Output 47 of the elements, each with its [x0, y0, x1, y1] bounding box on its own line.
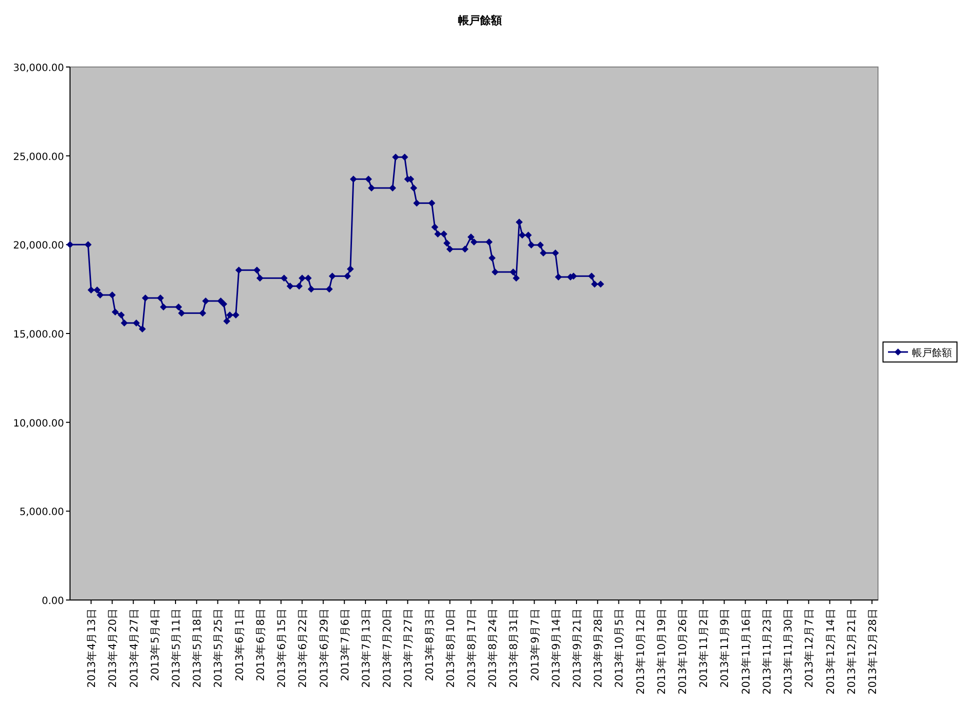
x-tick-label: 2013年9月14日 [550, 608, 562, 688]
x-tick-label: 2013年7月20日 [382, 608, 394, 688]
x-tick-label: 2013年10月12日 [634, 608, 647, 694]
y-tick-label: 0.00 [42, 596, 64, 607]
x-tick-label: 2013年6月29日 [318, 608, 330, 688]
x-tick-label: 2013年8月3日 [424, 608, 436, 682]
x-tick-label: 2013年8月10日 [444, 608, 457, 688]
chart-title: 帳戸餘額 [458, 14, 502, 27]
x-tick-label: 2013年7月27日 [402, 608, 415, 688]
x-tick-label: 2013年5月18日 [192, 608, 204, 688]
x-tick-label: 2013年12月7日 [804, 608, 816, 688]
x-tick-label: 2013年8月24日 [487, 608, 500, 688]
x-tick-label: 2013年4月20日 [107, 608, 120, 688]
x-tick-label: 2013年6月22日 [297, 608, 310, 688]
y-tick-label: 10,000.00 [13, 418, 64, 430]
x-tick-label: 2013年4月27日 [128, 608, 140, 688]
x-tick-label: 2013年9月21日 [572, 608, 584, 688]
y-tick-label: 30,000.00 [13, 63, 64, 74]
x-tick-label: 2013年9月28日 [592, 608, 605, 688]
x-tick-label: 2013年5月4日 [149, 608, 162, 682]
x-tick-label: 2013年8月17日 [466, 608, 478, 688]
x-tick-label: 2013年6月1日 [234, 608, 246, 682]
x-tick-label: 2013年11月9日 [719, 608, 732, 688]
x-tick-label: 2013年11月23日 [761, 608, 774, 694]
x-tick-label: 2013年10月5日 [614, 608, 626, 688]
x-tick-label: 2013年10月19日 [656, 608, 668, 694]
x-tick-label: 2013年5月11日 [170, 608, 183, 688]
x-tick-label: 2013年10月26日 [677, 608, 690, 694]
legend-label: 帳戸餘額 [912, 347, 952, 359]
x-tick-label: 2013年6月15日 [276, 608, 288, 688]
x-tick-label: 2013年4月13日 [86, 608, 98, 688]
x-tick-label: 2013年8月31日 [508, 608, 520, 688]
y-tick-label: 25,000.00 [13, 152, 64, 163]
x-tick-label: 2013年9月7日 [529, 608, 542, 682]
x-tick-label: 2013年12月28日 [866, 608, 879, 694]
x-tick-label: 2013年5月25日 [212, 608, 225, 688]
y-tick-label: 20,000.00 [13, 240, 64, 252]
x-tick-label: 2013年12月21日 [846, 608, 858, 694]
y-tick-label: 5,000.00 [19, 507, 64, 518]
x-tick-label: 2013年7月6日 [339, 608, 352, 682]
x-tick-label: 2013年11月16日 [740, 608, 752, 694]
x-tick-label: 2013年6月8日 [254, 608, 267, 682]
x-tick-label: 2013年11月2日 [698, 608, 710, 688]
x-tick-label: 2013年11月30日 [782, 608, 795, 694]
x-tick-label: 2013年12月14日 [824, 608, 837, 694]
y-tick-label: 15,000.00 [13, 330, 64, 340]
x-tick-label: 2013年7月13日 [360, 608, 372, 688]
